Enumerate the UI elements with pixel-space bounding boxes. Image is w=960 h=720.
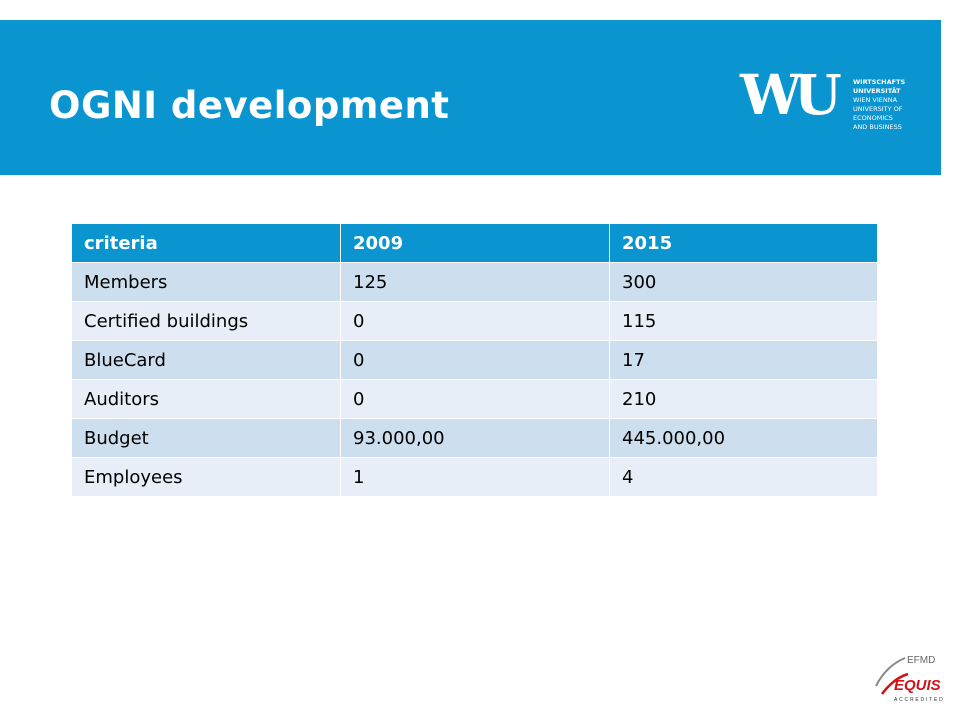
table-cell: 1 [340,457,610,497]
wu-logo-line: UNIVERSITY OF [853,105,903,113]
table-cell: BlueCard [71,340,341,380]
table-row: BlueCard 0 17 [71,340,878,380]
efmd-label: EFMD [907,655,936,666]
table-cell: 300 [609,262,878,302]
page-title: OGNI development [49,84,450,127]
equis-accreditation-logo: EFMD EQUIS ACCREDITED [872,652,944,712]
title-banner: WU WIRTSCHAFTS UNIVERSITÄT WIEN VIENNA U… [0,20,941,175]
table-row: Budget 93.000,00 445.000,00 [71,418,878,458]
table-cell: 93.000,00 [340,418,610,458]
table-cell: 17 [609,340,878,380]
table-cell: Auditors [71,379,341,419]
wu-logo: WU WIRTSCHAFTS UNIVERSITÄT WIEN VIENNA U… [740,66,920,162]
table-row: Auditors 0 210 [71,379,878,419]
ogni-table: criteria 2009 2015 Members 125 300 Certi… [71,223,878,497]
table-cell: 0 [340,340,610,380]
wu-logo-mark: WU [740,62,842,127]
table-header-row: criteria 2009 2015 [71,223,878,263]
wu-logo-line: AND BUSINESS [853,123,902,131]
column-header: 2015 [609,223,878,263]
column-header: 2009 [340,223,610,263]
table-cell: Budget [71,418,341,458]
table-cell: 445.000,00 [609,418,878,458]
table-cell: 0 [340,301,610,341]
table-cell: 0 [340,379,610,419]
table-cell: Employees [71,457,341,497]
accredited-label: ACCREDITED [894,697,945,703]
wu-logo-text: WIRTSCHAFTS UNIVERSITÄT WIEN VIENNA UNIV… [853,78,905,132]
wu-logo-line: WIRTSCHAFTS [853,78,906,86]
table-cell: 115 [609,301,878,341]
table-row: Certified buildings 0 115 [71,301,878,341]
table-cell: 125 [340,262,610,302]
table-cell: 4 [609,457,878,497]
equis-label: EQUIS [894,677,941,694]
wu-logo-line: UNIVERSITÄT [853,87,901,95]
equis-swoosh-icon [875,657,909,695]
table-cell: Certified buildings [71,301,341,341]
wu-logo-line: ECONOMICS [853,114,893,122]
table-cell: 210 [609,379,878,419]
wu-logo-line: WIEN VIENNA [853,96,898,104]
table-row: Members 125 300 [71,262,878,302]
table-cell: Members [71,262,341,302]
table-row: Employees 1 4 [71,457,878,497]
column-header: criteria [71,223,341,263]
